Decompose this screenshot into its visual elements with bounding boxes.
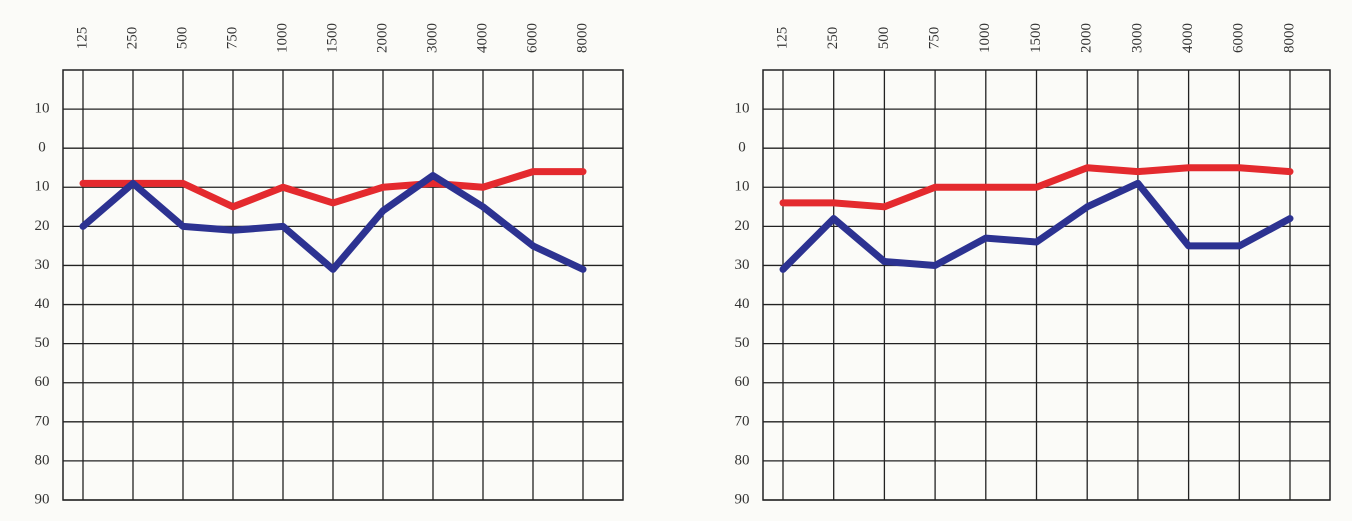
y-tick-label: 0 xyxy=(738,140,746,156)
hearing-line xyxy=(79,168,587,211)
y-tick-label: 30 xyxy=(735,257,750,273)
hearing-line xyxy=(79,172,587,273)
x-tick-label: 4000 xyxy=(474,23,490,53)
hearing-line xyxy=(779,179,1294,273)
y-tick-label: 90 xyxy=(35,491,50,507)
x-tick-label: 1000 xyxy=(977,23,993,53)
y-tick-label: 90 xyxy=(735,491,750,507)
x-tick-label: 2000 xyxy=(374,23,390,53)
y-tick-label: 20 xyxy=(735,218,750,234)
x-tick-label: 6000 xyxy=(1231,23,1247,53)
x-tick-label: 750 xyxy=(224,27,240,50)
y-tick-label: 70 xyxy=(735,413,750,429)
y-tick-label: 40 xyxy=(735,296,750,312)
y-tick-label: 50 xyxy=(35,335,50,351)
y-tick-label: 30 xyxy=(35,257,50,273)
x-tick-label: 250 xyxy=(825,27,841,50)
x-tick-label: 1500 xyxy=(324,23,340,53)
hearing-line xyxy=(779,164,1294,211)
y-tick-label: 20 xyxy=(35,218,50,234)
y-tick-label: 50 xyxy=(735,335,750,351)
y-tick-label: 80 xyxy=(735,452,750,468)
x-tick-label: 6000 xyxy=(524,23,540,53)
plot-frame xyxy=(62,69,624,501)
y-tick-label: 0 xyxy=(38,140,46,156)
x-tick-label: 250 xyxy=(124,27,140,50)
y-tick-label: 60 xyxy=(35,374,50,390)
x-tick-label: 125 xyxy=(74,27,90,50)
y-tick-label: 60 xyxy=(735,374,750,390)
y-tick-label: 10 xyxy=(35,179,50,195)
x-tick-label: 4000 xyxy=(1180,23,1196,53)
y-tick-label: 40 xyxy=(35,296,50,312)
x-tick-label: 3000 xyxy=(1129,23,1145,53)
x-tick-label: 125 xyxy=(774,27,790,50)
x-tick-label: 3000 xyxy=(424,23,440,53)
y-tick-label: 10 xyxy=(735,179,750,195)
x-tick-label: 750 xyxy=(927,27,943,50)
x-tick-label: 8000 xyxy=(574,23,590,53)
x-tick-label: 1500 xyxy=(1028,23,1044,53)
y-tick-label: 10 xyxy=(735,101,750,117)
x-tick-label: 500 xyxy=(174,27,190,50)
plot-frame xyxy=(762,69,1331,501)
y-tick-label: 70 xyxy=(35,413,50,429)
x-tick-label: 1000 xyxy=(274,23,290,53)
y-tick-label: 10 xyxy=(35,101,50,117)
y-tick-label: 80 xyxy=(35,452,50,468)
x-tick-label: 500 xyxy=(876,27,892,50)
x-tick-label: 2000 xyxy=(1079,23,1095,53)
x-tick-label: 8000 xyxy=(1281,23,1297,53)
